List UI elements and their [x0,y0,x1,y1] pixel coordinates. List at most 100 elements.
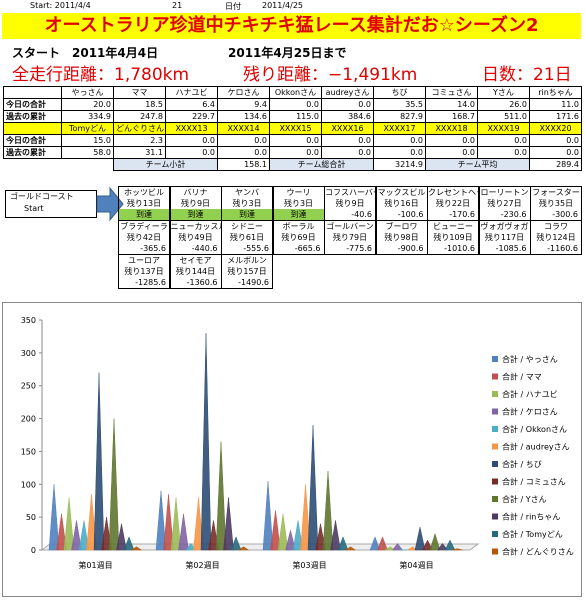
legend-label: 合計 / ハナユビ [502,389,558,399]
arrow [96,186,124,222]
legend-swatch [492,496,498,502]
place-cell: ブラディーラ 残り42日 -365.6 [118,220,170,255]
cone [108,418,120,551]
cone [322,471,334,551]
cone [237,546,250,551]
cone [285,530,296,551]
place-name: コラワ [544,222,568,231]
cone [178,513,189,551]
table-cell: 0.0 [321,146,374,159]
start-date: Start: 2011/4/4 [30,1,91,10]
table-cell: XXXX20 [529,122,582,135]
until-text: 2011年4月25日まで [228,46,347,60]
legend-swatch [492,478,498,485]
status: -365.6 [140,244,166,253]
place-cell: コラワ 残り124日 -1160.6 [530,220,582,255]
place-cell: マックスビル 残り16日 -100.6 [375,186,428,221]
place-cell: ヤンバ 残り3日 到達 [221,186,273,221]
table-cell: チーム平均 [425,158,530,171]
table-cell: 11.0 [529,98,582,111]
legend-label: 合計 / ケロさん [502,407,558,417]
place-cell: ローリートン 残り27日 -230.6 [478,186,531,221]
table-cell: チーム小計 [113,158,218,171]
table-cell: XXXX19 [477,122,530,135]
status: 到達 [170,209,221,220]
legend-swatch [492,461,498,467]
table-cell: Yさん [477,86,530,99]
place-cell: ゴールバーン 残り79日 -775.6 [324,220,376,255]
table-cell: 14.0 [425,98,478,111]
cone [300,484,311,551]
place-cell: シドニー 残り61日 -555.6 [221,220,273,255]
days-left: 残り35日 [538,199,574,208]
status: -440.6 [191,244,218,253]
cone [330,520,341,551]
status: -230.6 [500,210,527,219]
days-left: 残り109日 [433,233,473,242]
table-cell: 384.6 [321,110,374,123]
place-name: ユーロア [128,256,160,265]
cone [48,484,60,551]
place-cell: フォースター 残り35日 -300.6 [530,186,582,221]
table-cell [3,86,62,99]
table-cell: 334.9 [61,110,114,123]
table-cell: 35.5 [373,98,426,111]
table-cell: 3214.9 [373,158,426,171]
days-left: 残り157日 [227,267,267,276]
cone [130,546,143,551]
table-cell: 827.9 [373,110,426,123]
table-cell: ケロさん [217,86,270,99]
x-tick-label: 第03週目 [292,560,326,570]
legend-label: 合計 / ちび [502,459,542,469]
status: 到達 [222,209,272,220]
cone [292,520,304,551]
date-label: 日付 [225,2,241,11]
status: -1010.6 [444,244,475,253]
place-cell: ヴォガヴォガ 残り117日 -1085.6 [478,220,531,255]
days-left: 残り16日 [384,199,419,208]
table-cell: 今日の合計 [3,134,62,147]
legend-swatch [492,373,498,380]
table-cell: Okkonさん [269,86,322,99]
table-cell: 511.0 [477,110,530,123]
legend-label: 合計 / audreyさん [502,442,570,452]
table-cell: 6.4 [165,98,218,111]
days-left: 残り117日 [484,233,525,242]
status: -100.6 [397,210,424,219]
legend-swatch [492,443,498,450]
x-tick-label: 第01週目 [78,560,112,570]
cone [391,543,404,551]
table-cell: 158.1 [217,158,270,171]
cone [452,548,463,551]
cone [123,536,135,551]
cone [230,536,242,551]
status: -665.6 [294,244,321,253]
cone [200,333,212,551]
cone [384,546,396,551]
table-cell: 171.6 [529,110,582,123]
days-left: 残り124日 [536,233,576,242]
place-cell: ビューニー 残り109日 -1010.6 [427,220,479,255]
table-cell: 0.0 [425,146,478,159]
table-cell: 過去の累計 [3,110,62,123]
place-name: ヴォガヴォガ [480,222,529,231]
y-tick-label: 100 [21,480,36,489]
table-cell: 26.0 [477,98,530,111]
table-cell: XXXX18 [425,122,478,135]
cone [369,536,381,551]
table-cell: 18.5 [113,98,166,111]
status: -1085.6 [495,244,527,253]
cone [414,526,426,551]
status: -300.6 [552,210,578,219]
days: 日数：21日 [482,65,572,85]
status: -1360.6 [186,278,218,287]
table-cell: 0.0 [165,146,218,159]
days-left: 残り98日 [384,233,419,242]
table-cell: 0.0 [425,134,478,147]
table-cell: 0.0 [321,98,374,111]
cone [215,441,227,551]
place-name: ボーラル [282,222,315,231]
legend-label: 合計 / rinちゃん [502,512,560,522]
cone [377,536,388,551]
place-name: バリナ [183,188,208,197]
